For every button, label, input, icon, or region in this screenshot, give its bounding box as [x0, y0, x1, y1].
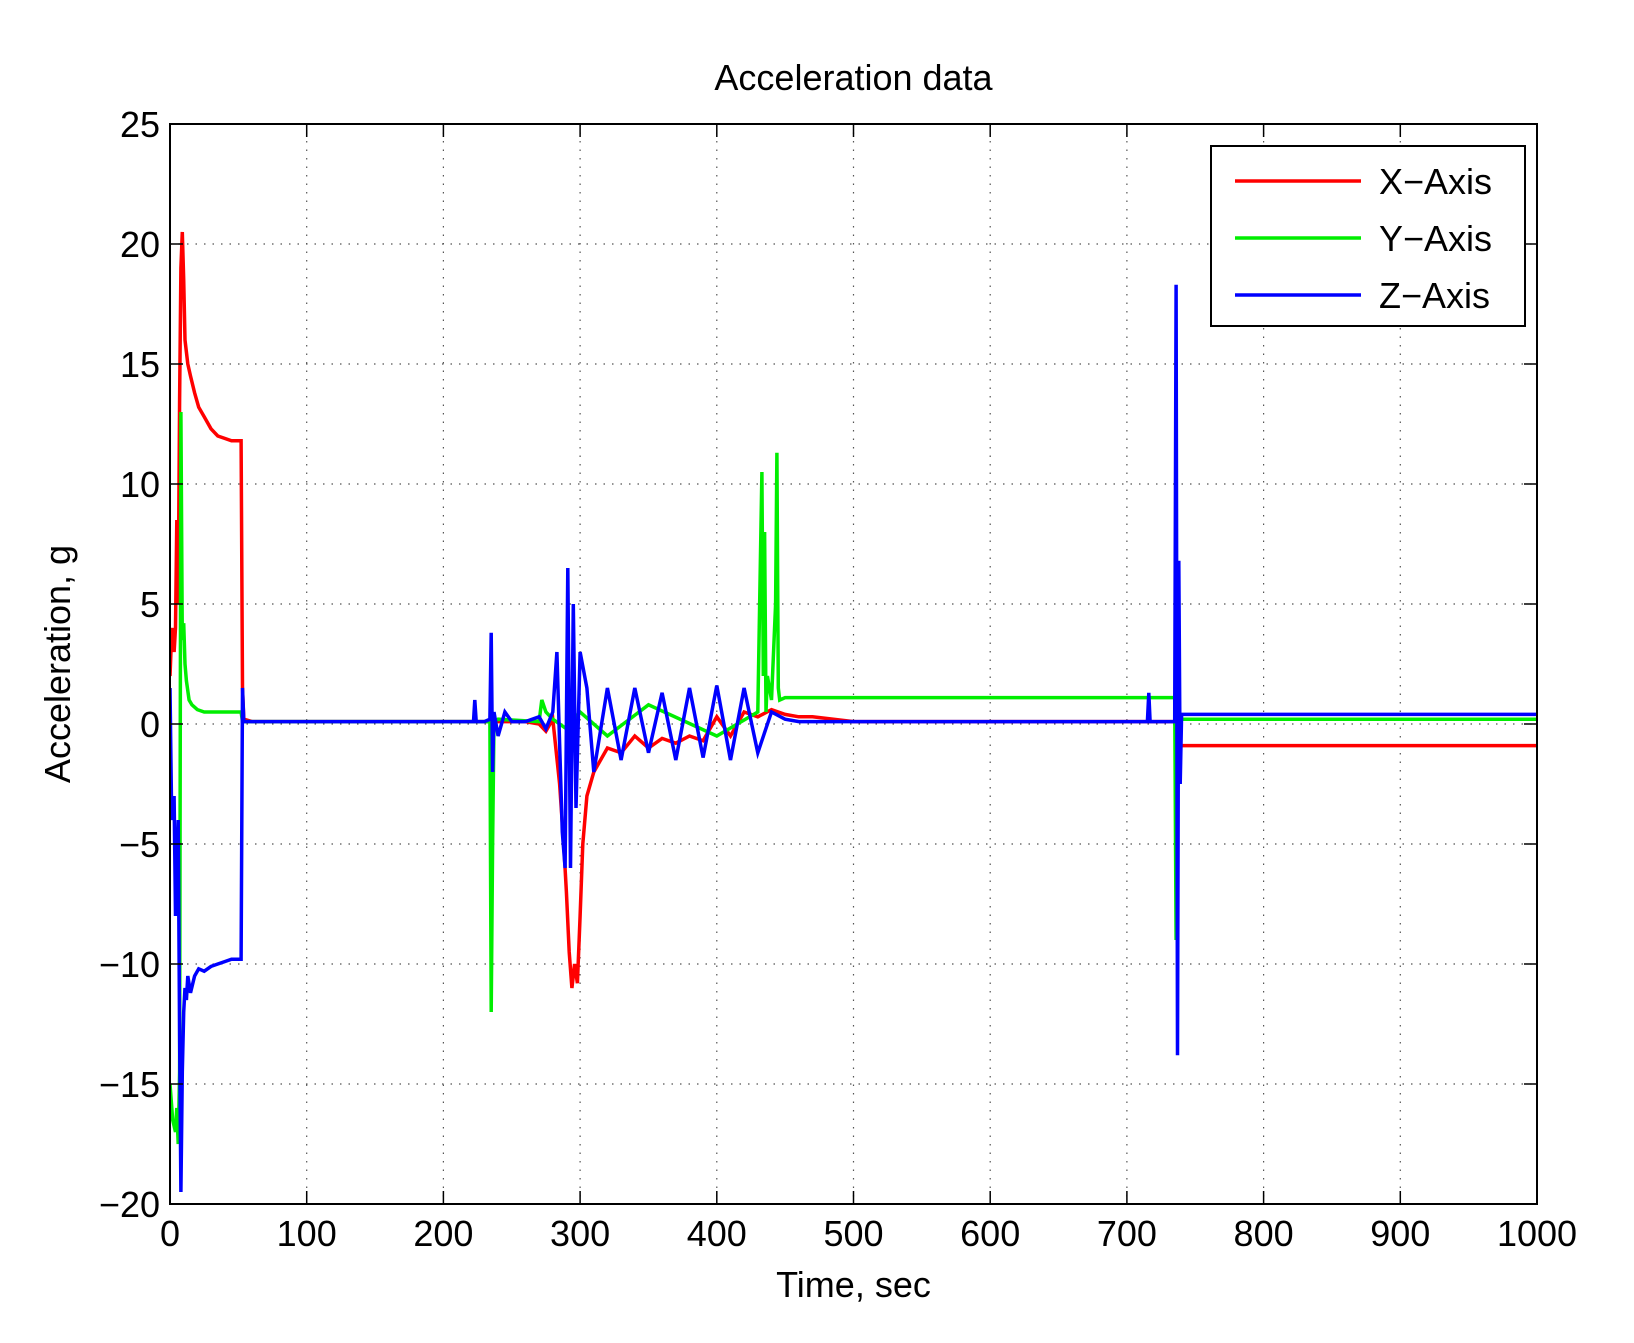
- y-tick-label: 25: [120, 104, 160, 145]
- y-tick-label: −5: [119, 824, 160, 865]
- x-tick-label: 300: [550, 1213, 610, 1254]
- x-tick-label: 900: [1370, 1213, 1430, 1254]
- x-tick-label: 700: [1097, 1213, 1157, 1254]
- x-tick-label: 1000: [1497, 1213, 1577, 1254]
- y-tick-label: −15: [99, 1064, 160, 1105]
- x-axis-label: Time, sec: [776, 1264, 931, 1305]
- legend-entry[interactable]: X−Axis: [1235, 161, 1492, 202]
- legend-entry[interactable]: Y−Axis: [1235, 218, 1492, 259]
- x-tick-label: 100: [277, 1213, 337, 1254]
- y-tick-label: 10: [120, 464, 160, 505]
- legend-label: X−Axis: [1379, 161, 1492, 202]
- series-line-zaxis: [170, 284, 1537, 1193]
- y-tick-label: −10: [99, 944, 160, 985]
- y-tick-label: 20: [120, 224, 160, 265]
- y-tick-label: 5: [140, 584, 160, 625]
- x-tick-label: 400: [687, 1213, 747, 1254]
- axis-ticks: 0 100 200 300 400 500 600 700 800 900 1000−20−15−1…: [99, 104, 1577, 1254]
- legend-entry[interactable]: Z−Axis: [1235, 275, 1490, 316]
- plot-area: [170, 231, 1537, 1193]
- x-tick-label: 800: [1234, 1213, 1294, 1254]
- legend-label: Y−Axis: [1379, 218, 1492, 259]
- legend[interactable]: X−Axis Y−Axis Z−Axis: [1210, 145, 1526, 327]
- chart-title: Acceleration data: [714, 57, 993, 98]
- x-tick-label: 0: [160, 1213, 180, 1254]
- series-line-xaxis: [170, 231, 1537, 989]
- x-tick-label: 600: [960, 1213, 1020, 1254]
- series-line-yaxis: [170, 411, 1537, 1145]
- y-tick-label: 15: [120, 344, 160, 385]
- x-tick-label: 200: [413, 1213, 473, 1254]
- y-tick-label: 0: [140, 704, 160, 745]
- y-axis-label: Acceleration, g: [37, 545, 78, 783]
- x-tick-label: 500: [823, 1213, 883, 1254]
- legend-label: Z−Axis: [1379, 275, 1490, 316]
- y-tick-label: −20: [99, 1184, 160, 1225]
